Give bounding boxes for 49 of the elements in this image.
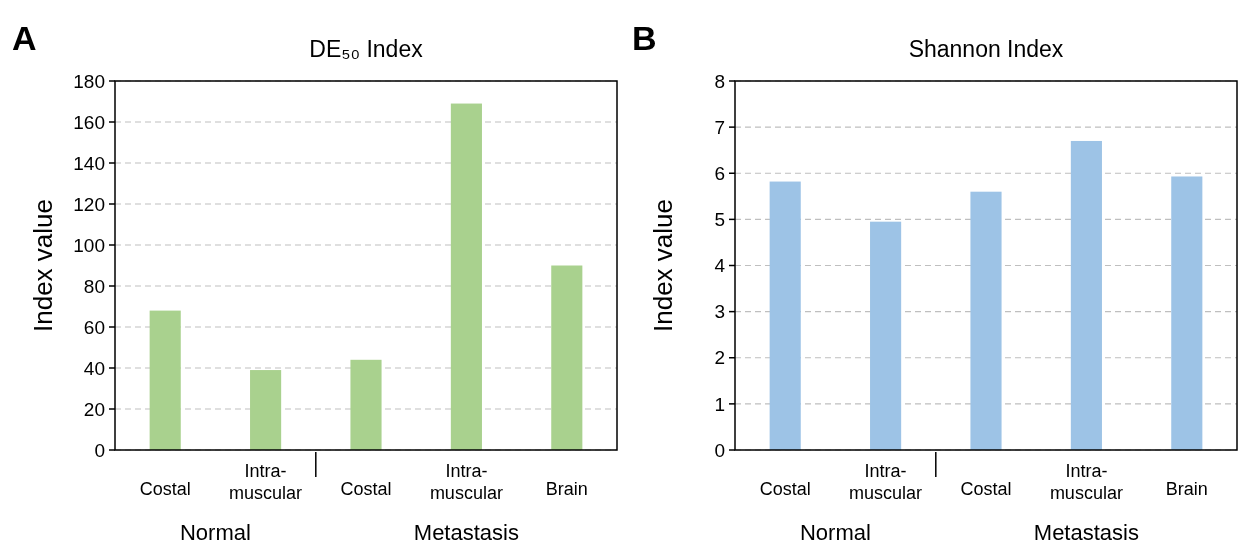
x-tick-label: Intra-muscular: [1049, 461, 1123, 503]
bar: [250, 370, 282, 450]
text: Normal: [799, 520, 871, 545]
x-tick-label: Costal: [139, 479, 191, 499]
y-tick-label: 6: [714, 162, 725, 184]
x-tick-label: Costal: [960, 479, 1012, 499]
y-tick-label: 140: [73, 152, 105, 174]
x-tick-label: Intra-muscular: [429, 461, 503, 503]
x-tick-label: Brain: [545, 479, 588, 499]
bar: [769, 181, 801, 450]
bar: [970, 191, 1002, 450]
x-tick-label: Intra-muscular: [849, 461, 923, 503]
x-tick-label: Costal: [759, 479, 811, 499]
text: B: [632, 19, 657, 57]
x-tick-label: Brain: [1165, 479, 1208, 499]
y-tick-label: 0: [714, 439, 725, 461]
y-tick-label: 5: [714, 209, 725, 231]
x-tick-label: Intra-muscular: [229, 461, 303, 503]
y-tick-label: 100: [73, 234, 105, 256]
y-tick-label: 1: [714, 393, 725, 415]
chart-title: DE₅₀ Index: [309, 36, 424, 62]
bar: [551, 265, 583, 450]
x-tick-label: Costal: [340, 479, 392, 499]
y-tick-label: 40: [83, 357, 105, 379]
y-tick-label: 7: [714, 116, 725, 138]
bar: [149, 310, 181, 450]
text: Metastasis: [1033, 520, 1139, 545]
y-tick-label: 0: [94, 439, 105, 461]
y-tick-label: 180: [73, 70, 105, 92]
y-tick-label: 160: [73, 111, 105, 133]
y-tick-label: 60: [83, 316, 105, 338]
text: A: [12, 19, 37, 57]
bar: [1171, 176, 1203, 450]
chart-title: Shannon Index: [908, 36, 1064, 62]
y-axis-title: Index value: [28, 199, 58, 332]
y-tick-label: 20: [83, 398, 105, 420]
y-tick-label: 4: [714, 255, 726, 277]
y-tick-label: 80: [83, 275, 105, 297]
bar: [1070, 140, 1102, 450]
text: Metastasis: [413, 520, 519, 545]
bar: [350, 359, 382, 450]
y-tick-label: 3: [714, 301, 725, 323]
bar: [870, 221, 902, 450]
y-tick-label: 8: [714, 70, 725, 92]
bar: [450, 103, 482, 450]
y-axis-title: Index value: [648, 199, 678, 332]
text: Normal: [179, 520, 251, 545]
y-tick-label: 2: [714, 347, 725, 369]
y-tick-label: 120: [73, 193, 105, 215]
